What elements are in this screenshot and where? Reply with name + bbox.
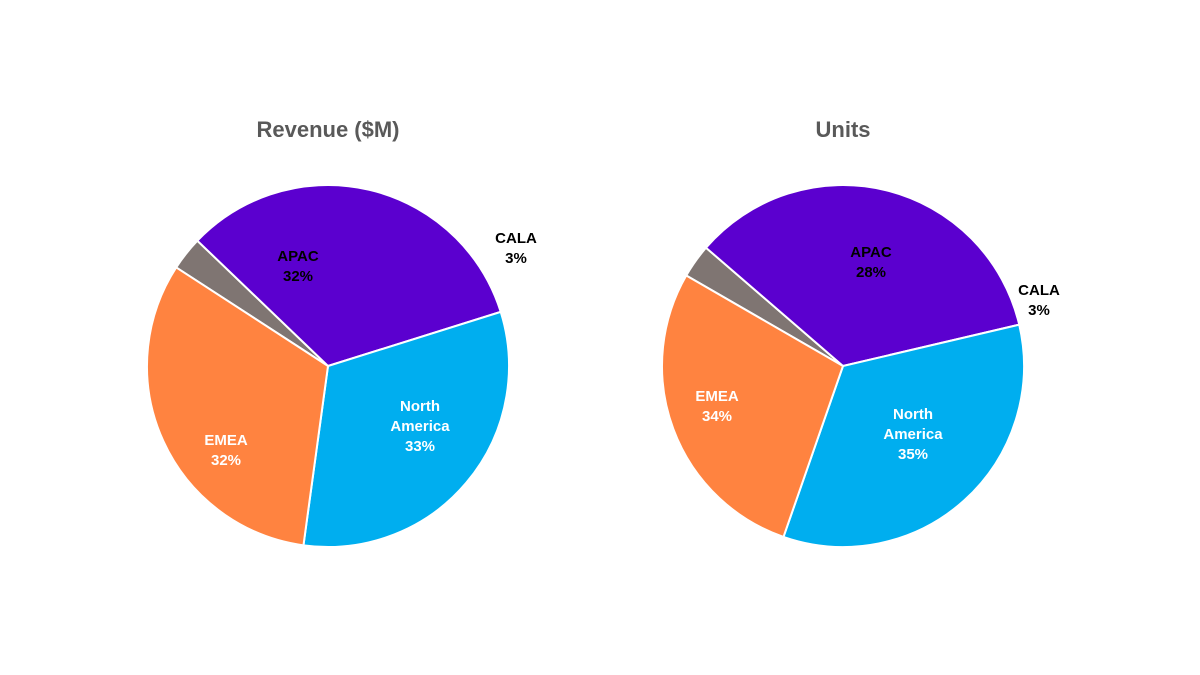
slice-value-cala: 3% xyxy=(505,250,527,267)
slice-value-apac: 28% xyxy=(856,264,886,281)
slice-label-cala: CALA xyxy=(495,230,537,247)
slice-label-north-america: North America xyxy=(390,398,450,435)
slice-label-apac: APAC xyxy=(850,244,892,261)
chart-title: Units xyxy=(816,117,871,142)
slice-value-apac: 32% xyxy=(283,268,313,285)
pie-slice-apac xyxy=(661,274,844,538)
pie-slice-apac xyxy=(146,266,329,547)
slice-label-cala: CALA xyxy=(1018,282,1060,299)
slice-value-emea: 34% xyxy=(702,408,732,425)
pie-slice-emea xyxy=(302,310,511,548)
slice-label-emea: EMEA xyxy=(204,432,248,449)
slice-label-north-america: North America xyxy=(883,406,943,443)
pie-slice-north-america xyxy=(704,183,1021,367)
slice-value-north-america: 35% xyxy=(898,446,928,463)
revenue-pie-chart: Revenue ($M) CALA 3% North America 33% EMEA 32… xyxy=(146,117,537,548)
pie-slice-emea xyxy=(782,323,1025,548)
chart-title: Revenue ($M) xyxy=(256,117,399,142)
slice-label-emea: EMEA xyxy=(695,388,739,405)
slice-label-apac: APAC xyxy=(277,248,319,265)
slice-value-north-america: 33% xyxy=(405,438,435,455)
slice-value-emea: 32% xyxy=(211,452,241,469)
slice-value-cala: 3% xyxy=(1028,302,1050,319)
pie-slice-north-america xyxy=(196,184,502,367)
units-pie-chart: Units CALA 3% North America 35% EMEA 34% APAC 28… xyxy=(661,117,1060,548)
